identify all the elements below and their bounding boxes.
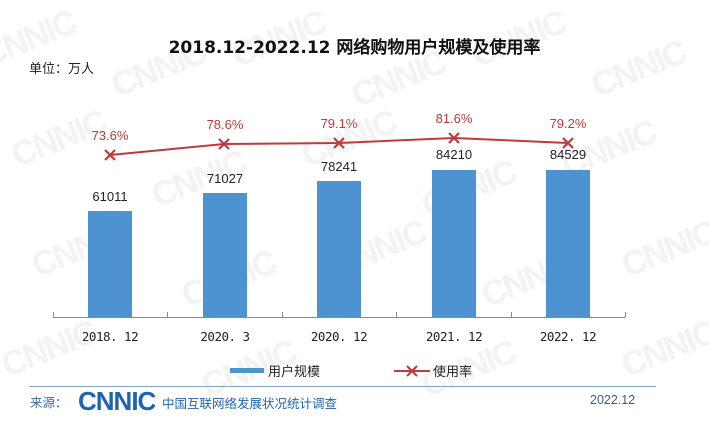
legend-label: 使用率 xyxy=(433,365,473,380)
x-marker-icon xyxy=(104,132,574,161)
legend-line-marker-icon xyxy=(394,364,430,377)
x-axis-label: 2020. 12 xyxy=(310,329,368,344)
rate-value-label: 79.2% xyxy=(549,116,587,131)
bar-value-label: 71027 xyxy=(206,171,244,186)
bar-2020-12 xyxy=(317,181,361,317)
x-axis-tick xyxy=(53,312,54,317)
bar-value-label: 78241 xyxy=(320,159,358,174)
legend-bar-swatch-icon xyxy=(230,368,264,373)
footer-date: 2022.12 xyxy=(590,393,636,407)
bar-2022-12 xyxy=(546,170,590,317)
rate-value-label: 78.6% xyxy=(206,117,244,132)
x-axis-tick xyxy=(511,312,512,317)
x-axis-label: 2018. 12 xyxy=(81,329,139,344)
x-axis xyxy=(53,317,625,318)
x-axis-tick xyxy=(282,312,283,317)
bar-2018-12 xyxy=(88,211,132,317)
cnnic-logo: CNNIC xyxy=(78,386,156,416)
footer-divider xyxy=(29,386,656,387)
x-axis-label: 2021. 12 xyxy=(425,329,483,344)
legend-label: 用户规模 xyxy=(268,365,321,380)
x-axis-tick xyxy=(396,312,397,317)
legend-item-rate: 使用率 xyxy=(394,361,472,380)
rate-value-label: 81.6% xyxy=(435,111,473,126)
bar-value-label: 61011 xyxy=(92,189,128,204)
source-org: 中国互联网络发展状况统计调查 xyxy=(162,396,338,411)
rate-value-label: 79.1% xyxy=(320,116,358,131)
x-axis-tick xyxy=(625,312,626,317)
x-axis-label: 2022. 12 xyxy=(539,329,597,344)
chart-title: 2018.12-2022.12 网络购物用户规模及使用率 xyxy=(168,38,541,58)
source-label: 来源： xyxy=(30,395,68,410)
bar-2020-3 xyxy=(203,193,247,317)
bar-2021-12 xyxy=(432,170,476,317)
rate-value-label: 73.6% xyxy=(91,128,129,143)
x-axis-label: 2020. 3 xyxy=(200,329,250,344)
bar-value-label: 84210 xyxy=(435,147,473,162)
bar-value-label: 84529 xyxy=(549,147,587,162)
x-axis-tick xyxy=(167,312,168,317)
unit-label: 单位：万人 xyxy=(29,62,95,77)
legend-item-users: 用户规模 xyxy=(230,361,320,380)
